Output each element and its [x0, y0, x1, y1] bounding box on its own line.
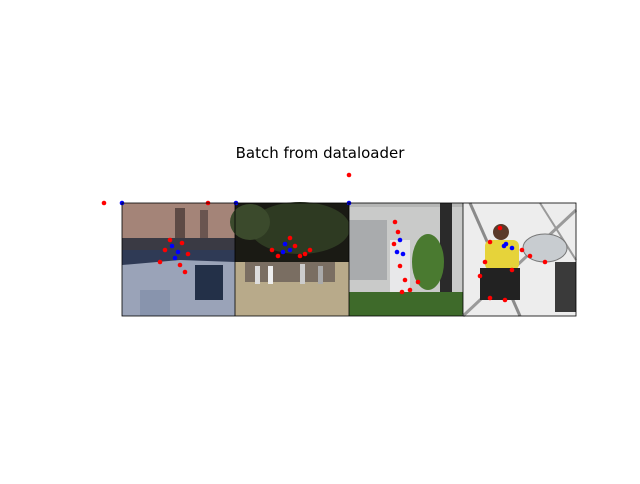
keypoint-joint [302, 251, 308, 257]
keypoint-joint [509, 267, 515, 273]
keypoint-joint [502, 297, 508, 303]
figure-title: Batch from dataloader [235, 144, 405, 162]
keypoint-joint [162, 247, 168, 253]
keypoint-joint [101, 200, 107, 206]
keypoint-joint [477, 273, 483, 279]
keypoint-joint [487, 239, 493, 245]
keypoint-center [287, 247, 293, 253]
image-panel-2 [230, 202, 350, 316]
keypoint-joint [399, 289, 405, 295]
keypoint-joint [182, 269, 188, 275]
keypoint-center [509, 245, 515, 251]
keypoint-joint [487, 295, 493, 301]
image-panel-1 [122, 203, 235, 316]
keypoint-joint [395, 229, 401, 235]
keypoint-joint [292, 243, 298, 249]
keypoint-joint [415, 279, 421, 285]
keypoint-joint [297, 253, 303, 259]
keypoint-center [400, 251, 406, 257]
keypoint-joint [519, 247, 525, 253]
keypoint-joint [391, 241, 397, 247]
keypoint-joint [397, 263, 403, 269]
keypoint-joint [185, 251, 191, 257]
image-panel-3 [349, 203, 463, 316]
keypoint-joint [269, 247, 275, 253]
keypoint-joint [392, 219, 398, 225]
image-panel-4 [461, 202, 578, 318]
keypoint-joint [542, 259, 548, 265]
keypoint-center [172, 255, 178, 261]
keypoint-joint [275, 253, 281, 259]
keypoint-center [397, 237, 403, 243]
keypoint-center [501, 243, 507, 249]
keypoint-joint [307, 247, 313, 253]
keypoint-center [282, 241, 288, 247]
panel-borders [121, 202, 577, 317]
keypoint-center [394, 249, 400, 255]
keypoint-joint [402, 277, 408, 283]
keypoint-joint [497, 225, 503, 231]
keypoint-joint [527, 253, 533, 259]
keypoint-joint [179, 240, 185, 246]
keypoint-center [280, 249, 286, 255]
keypoint-center [175, 249, 181, 255]
keypoint-joint [482, 259, 488, 265]
keypoint-joint [407, 287, 413, 293]
keypoint-joint [167, 237, 173, 243]
keypoint-joint [287, 235, 293, 241]
keypoint-joint [177, 262, 183, 268]
keypoint-joint [346, 172, 352, 178]
keypoints [101, 172, 548, 303]
keypoint-joint [157, 259, 163, 265]
keypoint-center [169, 243, 175, 249]
